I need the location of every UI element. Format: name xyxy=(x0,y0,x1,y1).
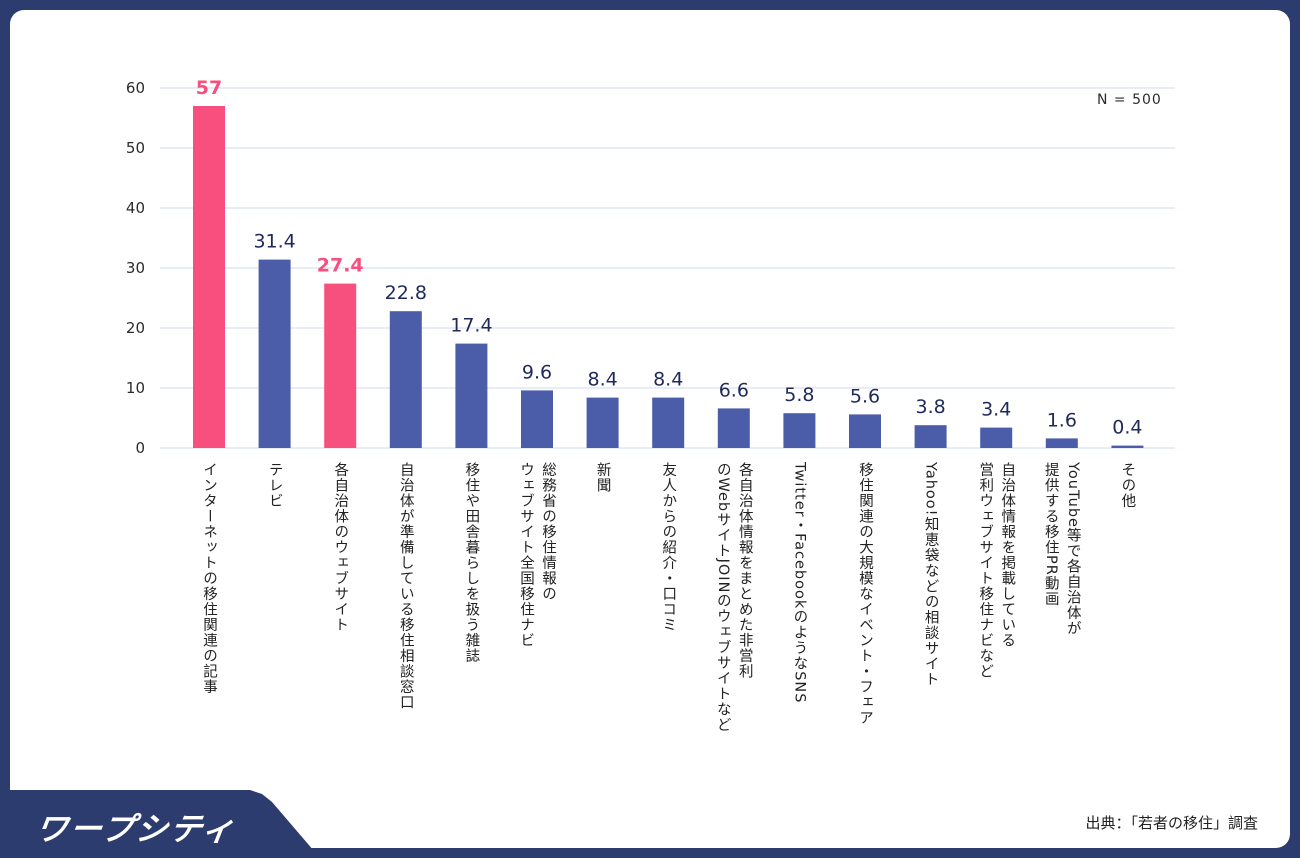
bar xyxy=(652,397,685,448)
x-tick-label: テレビ xyxy=(266,462,283,509)
bar xyxy=(324,283,357,448)
bar xyxy=(455,343,488,448)
x-tick-label: 新聞 xyxy=(594,462,611,493)
bar xyxy=(389,311,422,448)
x-tick-label: 自治体が準備している移住相談窓口 xyxy=(397,462,414,710)
data-label: 9.6 xyxy=(522,361,552,383)
y-tick-label: 10 xyxy=(126,379,145,397)
data-label: 27.4 xyxy=(317,255,364,277)
x-tick-label: 各自治体情報をまとめた非営利 のWebサイトJOINのウェブサイトなど xyxy=(714,462,753,733)
bar xyxy=(717,408,750,448)
bar xyxy=(521,390,553,448)
x-tick-label: 総務省の移住情報の ウェブサイト全国移住ナビ xyxy=(518,462,556,648)
bar xyxy=(914,425,947,448)
x-tick-label: 移住や田舎暮らしを扱う雑誌 xyxy=(463,462,480,664)
y-tick-label: 40 xyxy=(126,199,145,217)
bar xyxy=(586,397,619,448)
x-tick-label: インターネットの移住関連の記事 xyxy=(201,462,217,695)
data-label: 8.4 xyxy=(587,369,617,391)
data-label: 3.4 xyxy=(981,399,1011,421)
data-label: 57 xyxy=(196,77,222,99)
x-tick-label: 自治体情報を掲載している 営利ウェブサイト移住ナビなど xyxy=(977,462,1016,679)
data-label: 0.4 xyxy=(1112,417,1142,439)
data-label: 5.8 xyxy=(784,384,814,406)
data-label: 6.6 xyxy=(719,379,749,401)
y-tick-label: 30 xyxy=(126,259,145,277)
x-tick-label: YouTube等で各自治体が 提供する移住PR動画 xyxy=(1042,462,1081,637)
data-label: 8.4 xyxy=(653,369,683,391)
bar xyxy=(193,106,225,448)
bar xyxy=(980,427,1013,448)
data-label: 3.8 xyxy=(915,396,945,418)
data-label: 1.6 xyxy=(1047,409,1077,431)
source-note: 出典：「若者の移住」調査 xyxy=(1085,814,1258,832)
footer-tab xyxy=(0,790,320,858)
bar xyxy=(1045,438,1078,448)
y-tick-label: 50 xyxy=(126,139,145,157)
data-label: 22.8 xyxy=(385,282,427,304)
x-tick-label: その他 xyxy=(1119,462,1136,509)
y-tick-label: 20 xyxy=(126,319,145,337)
sample-size-note: N = 500 xyxy=(1097,92,1162,108)
data-label: 5.6 xyxy=(850,385,880,407)
data-label: 31.4 xyxy=(253,231,295,253)
bar xyxy=(1111,445,1144,448)
x-tick-label: 各自治体のウェブサイト xyxy=(332,462,349,633)
x-tick-label: Yahoo!知恵袋などの相談サイト xyxy=(922,462,939,687)
y-tick-label: 0 xyxy=(135,439,145,457)
bar xyxy=(258,259,291,448)
data-label: 17.4 xyxy=(450,315,492,337)
x-tick-label: Twitter・FacebookのようなSNS xyxy=(791,462,808,704)
bar xyxy=(849,414,881,448)
y-tick-label: 60 xyxy=(126,79,145,97)
x-tick-label: 移住関連の大規模なイベント・フェア xyxy=(857,462,873,726)
x-tick-label: 友人からの紹介・口コミ xyxy=(660,462,677,633)
bar xyxy=(783,413,816,448)
brand-logo: ワープシティ xyxy=(33,810,239,848)
